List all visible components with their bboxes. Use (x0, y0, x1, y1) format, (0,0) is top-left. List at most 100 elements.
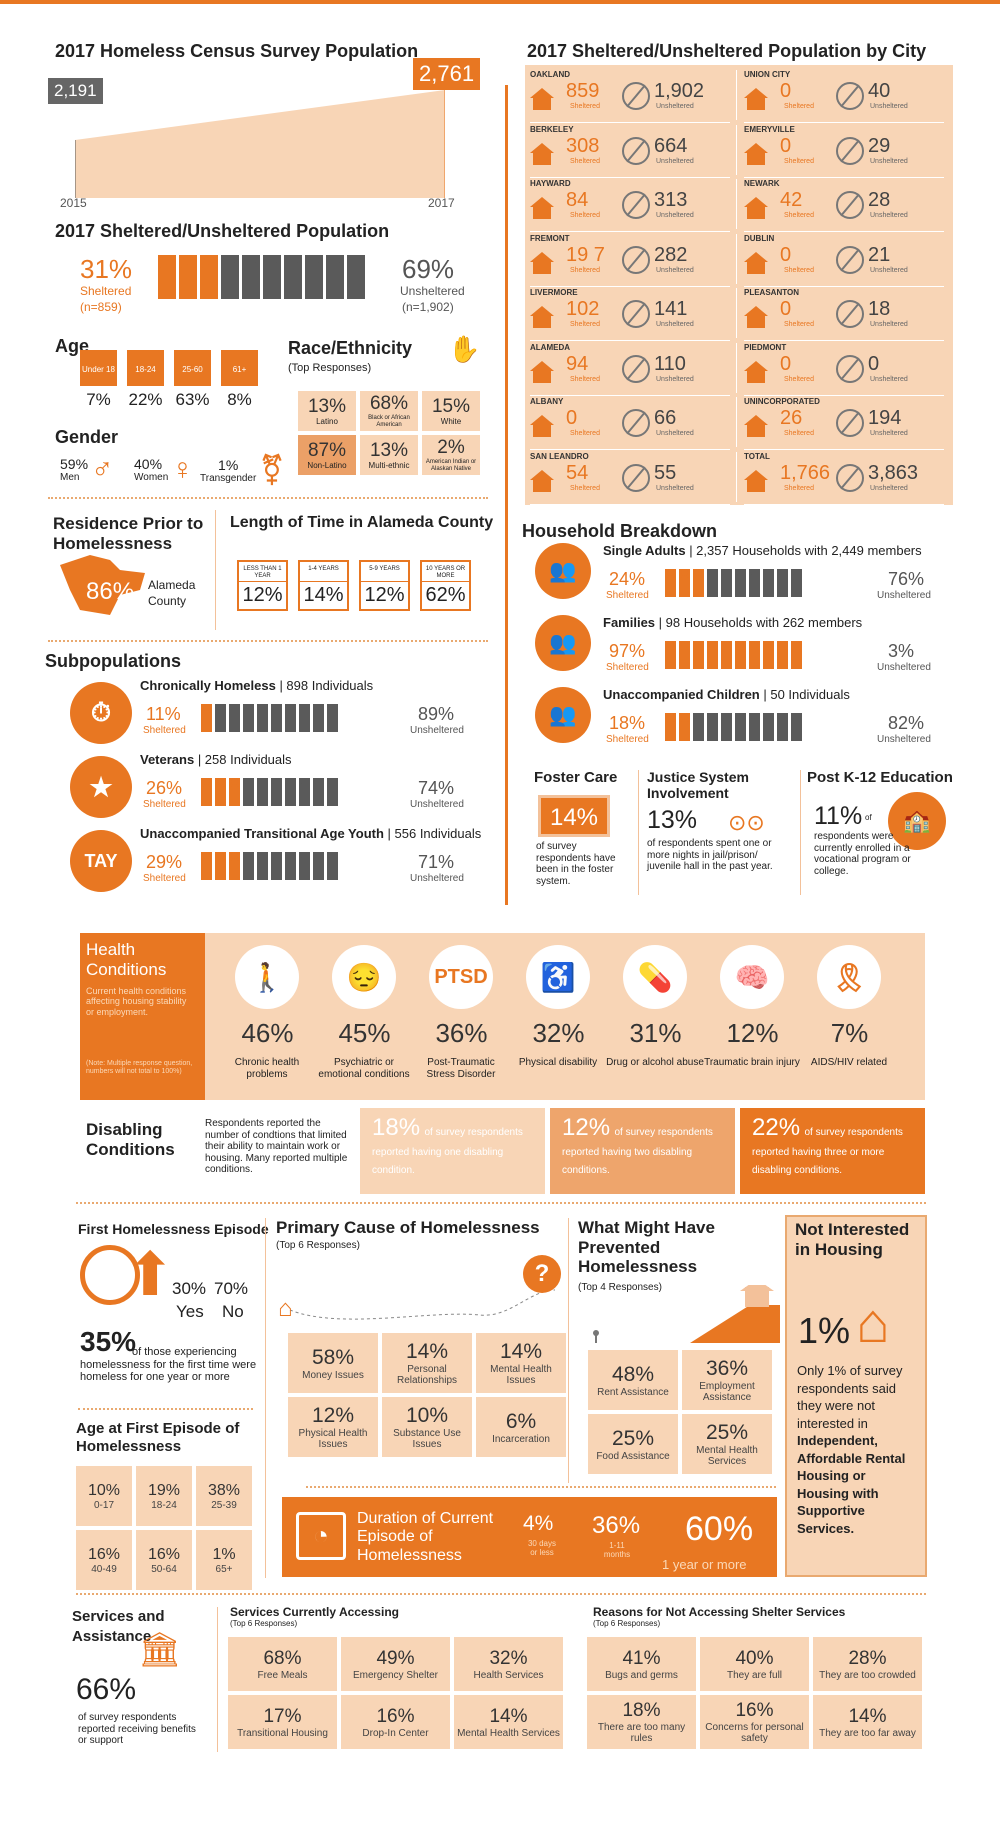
city-name: TOTAL (744, 451, 770, 461)
race-cell: 68% Black or African American (360, 391, 418, 431)
subpop-head: Chronically Homeless (140, 678, 276, 693)
city-name: FREMONT (530, 233, 570, 243)
race-title: Race/Ethnicity (288, 338, 413, 358)
health-label: Chronic health problems (234, 1057, 300, 1080)
cause-value: 10% (405, 1404, 449, 1427)
city-cell: EMERYVILLE 0 Sheltered 29 Unsheltered (744, 125, 944, 178)
wheelchair-icon: ♿ (526, 945, 590, 1009)
city-cell: UNINCORPORATED 26 Sheltered 194 Unsheltered (744, 397, 944, 450)
prevent-label: Employment Assistance (699, 1381, 755, 1403)
person-icon (179, 255, 197, 299)
city-divider (736, 124, 737, 175)
length-tag: 5-9 YEARS (361, 562, 408, 582)
city-name: DUBLIN (744, 233, 775, 243)
people-icons (201, 852, 338, 880)
city-unsheltered-label: Unsheltered (870, 212, 908, 219)
no-sign-icon (80, 1245, 140, 1305)
reasons-cell: 28% They are too crowded (813, 1637, 922, 1691)
city-row-line (530, 503, 730, 505)
accessing-value: 49% (376, 1647, 415, 1669)
city-cell: ALBANY 0 Sheltered 66 Unsheltered (530, 397, 737, 450)
city-unsheltered-label: Unsheltered (870, 321, 908, 328)
transgender-icon: ⚧ (259, 454, 285, 487)
cause-value: 12% (311, 1404, 355, 1427)
person-icon (299, 778, 310, 806)
length-title: Length of Time in Alameda County (230, 514, 494, 531)
city-cell: LIVERMORE 102 Sheltered 141 Unsheltered (530, 288, 737, 341)
disabling-desc: Respondents reported the number of condt… (205, 1118, 348, 1175)
city-unsheltered-value: 313 (654, 189, 688, 211)
city-sheltered-label: Sheltered (570, 430, 600, 437)
person-icon (735, 641, 746, 669)
accessing-value: 14% (489, 1705, 528, 1727)
accessing-cell: 49% Emergency Shelter (341, 1637, 450, 1691)
female-icon: ♀ (171, 453, 194, 486)
gender-men: 59% Men ♂ (60, 453, 114, 487)
length-tag: 10 YEARS OR MORE (422, 562, 469, 582)
age-group-tag: 61+ (221, 350, 258, 386)
person-icon (679, 713, 690, 741)
accessing-value: 17% (263, 1705, 302, 1727)
cause-table: 58% Money Issues 14% Personal Relationship… (288, 1333, 566, 1457)
justice-title: Justice System Involvement (647, 769, 749, 802)
city-name: BERKELEY (530, 124, 574, 134)
agefirst-label: 65+ (215, 1563, 233, 1575)
census-year-2015: 2015 (60, 196, 87, 210)
reasons-value: 18% (622, 1700, 661, 1721)
city-cell: PIEDMONT 0 Sheltered 0 Unsheltered (744, 343, 944, 396)
person-icon (271, 778, 282, 806)
city-unsheltered-label: Unsheltered (870, 375, 908, 383)
divider (215, 510, 216, 630)
person-icon (313, 778, 324, 806)
person-icon (200, 255, 218, 299)
household-sheltered-label: Sheltered (606, 734, 649, 745)
city-unsheltered-label: Unsheltered (870, 103, 908, 110)
services-title: Services and Assistance (72, 1608, 165, 1645)
race-label: White (440, 416, 462, 426)
race-cell: 87% Non-Latino (298, 435, 356, 475)
subpop-sheltered-label: Sheltered (143, 799, 186, 810)
chronic-health-icon: 🚶 (235, 945, 299, 1009)
no-house-icon (836, 191, 864, 219)
cause-cell: 58% Money Issues (288, 1333, 378, 1393)
k12-title: Post K-12 Education (807, 769, 953, 786)
reasons-value: 28% (848, 1647, 887, 1669)
household-icon: 👥 (535, 615, 591, 671)
person-icon (749, 641, 760, 669)
notint-title: Not Interested in Housing (795, 1220, 910, 1259)
city-unsheltered-label: Unsheltered (656, 430, 694, 437)
no-house-icon (622, 354, 650, 383)
cause-value: 58% (311, 1345, 355, 1369)
subpop-sheltered-label: Sheltered (143, 873, 186, 884)
subpop-title: Subpopulations (45, 651, 181, 671)
city-cell: PLEASANTON 0 Sheltered 18 Unsheltered (744, 288, 944, 341)
agefirst-value: 10% (87, 1481, 121, 1499)
cause-label: Personal Relationships (396, 1364, 458, 1386)
k12-value: 11% (814, 802, 863, 830)
subpop-unsheltered-label: Unsheltered (410, 799, 464, 810)
male-icon: ♂ (91, 453, 114, 486)
length-items: LESS THAN 1 YEAR 12% 1-4 YEARS 14% 5-9 YEA… (237, 560, 471, 611)
age-group: 18-24 22% (127, 350, 164, 410)
accessing-label: Drop-In Center (362, 1727, 429, 1739)
person-icon (229, 778, 240, 806)
city-unsheltered-value: 29 (868, 134, 891, 157)
agefirst-label: 18-24 (151, 1499, 177, 1511)
duration-c-label: 1 year or more (662, 1557, 747, 1572)
reasons-value: 40% (735, 1647, 774, 1669)
city-divider (736, 70, 737, 120)
city-unsheltered-value: 282 (654, 243, 688, 266)
city-row-line (744, 340, 944, 341)
person-icon (721, 641, 732, 669)
city-sheltered-value: 0 (566, 407, 578, 429)
first-yes-value: 30% (172, 1279, 207, 1298)
person-icon (679, 641, 690, 669)
city-name: SAN LEANDRO (530, 451, 589, 461)
person-icon (707, 569, 718, 597)
cause-subtitle: (Top 6 Responses) (276, 1240, 360, 1251)
city-name: HAYWARD (530, 179, 571, 188)
school-icon: 🏫 (888, 792, 946, 850)
city-cell: FREMONT 19 7 Sheltered 282 Unsheltered (530, 233, 737, 287)
subpop-unsheltered-value: 89% (418, 704, 455, 724)
person-icon (257, 778, 268, 806)
